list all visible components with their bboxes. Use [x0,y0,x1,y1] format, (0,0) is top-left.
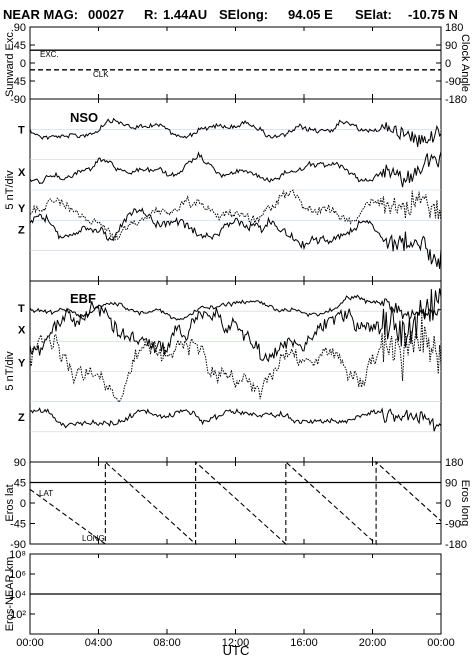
panel4-series-long [29,460,442,546]
panel1-ytick-right-label: 90 [445,40,457,52]
panel1-ytick-right-label: 0 [445,58,451,70]
panel1-yticks-right: 180 90 0 -90 -180 [436,22,467,106]
header-r-label: R: [144,7,158,22]
panel3-trace-label-x: X [18,324,26,336]
panel3-gridlines [30,310,441,433]
panel4-ytick-left-label: -45 [10,519,26,531]
panel1-ytick-left-label: -45 [10,76,26,88]
panel1-ytick-left-label: 45 [14,40,26,52]
x-axis-ticks: 00:00 04:00 08:00 12:00 16:00 20:00 00:00 [16,27,455,649]
panel2-series-t [29,117,442,148]
panel3-series [29,288,442,432]
header-selong-value: 94.05 E [288,7,333,22]
panel4-ytick-right-label: -180 [445,539,467,551]
x-axis-tick-label: 00:00 [16,637,44,649]
panel2-title: NSO [70,110,98,125]
panel3-trace-labels: TX Y Z [18,303,26,424]
panel4-yticks-right: 180 90 0 -90 -180 [436,457,467,551]
panel3-series-z [29,407,442,432]
panel2-gridlines [30,129,441,251]
panel5-ytick-label: 10⁸ [9,549,26,561]
panel3-trace-label-z: Z [18,412,25,424]
x-axis-tick-label: 16:00 [290,637,318,649]
panel4-yticks-left: 90 45 0 -45 -90 [10,457,35,551]
panel2-trace-label-y: Y [18,203,26,215]
panel5-ytick-label: 10² [10,609,26,621]
panel5-ytick-label: 10⁴ [9,589,26,601]
x-axis-tick-label: 20:00 [359,637,387,649]
panel1-frame [29,26,442,100]
panel5-yticks: 10⁸ 10⁶ 10⁴ 10² [9,549,441,621]
x-axis-tick-label: 00:00 [427,637,455,649]
panel2-series [29,117,442,269]
panel1-clk-label: CLK [93,70,109,79]
panel1-yticks-left: 90 45 0 -45 -90 [10,22,35,106]
panel4-ytick-right-label: -90 [445,519,461,531]
panel2-trace-label-x: X [18,167,26,179]
panel4-frame [29,461,442,545]
panel2-trace-label-z: Z [18,224,25,236]
panel5-ylabel: Eros-NEAR km [4,557,16,632]
x-axis-tick-label: 12:00 [222,637,250,649]
panel3-ylabel: 5 nT/div [4,351,16,391]
panel1-ytick-right-label: -90 [445,76,461,88]
panel2-series-z [29,207,442,269]
header-mission: NEAR MAG: [3,7,78,22]
x-axis-tick-label: 08:00 [153,637,181,649]
header-r-value: 1.44AU [163,7,207,22]
panel1-ytick-right-label: 180 [445,22,463,34]
header-selong-label: SElong: [219,7,268,22]
panel4-ytick-left-label: 45 [14,478,26,490]
x-axis-label: UTC [223,643,250,656]
x-axis-tick-label: 04:00 [85,637,113,649]
panel4-ylabel-right: Eros long [459,480,471,526]
panel5-ytick-label: 10⁶ [9,569,26,581]
panel4-ytick-right-label: 0 [445,498,451,510]
panel2-trace-label-t: T [18,124,25,136]
panel4-ylabel-left: Eros lat [4,484,16,521]
panel4-ytick-left-label: 0 [20,498,26,510]
panel1-ytick-right-label: -180 [445,94,467,106]
panel3-series-x [29,288,442,363]
header-file-number: 00027 [88,7,124,22]
panel3-trace-label-y: Y [18,357,26,369]
panel4-ytick-right-label: 180 [445,457,463,469]
panel1-ytick-left-label: -90 [10,94,26,106]
panel4-ytick-left-label: -90 [10,539,26,551]
panel3-title: EBF [70,291,96,306]
panel3-series-t [29,294,442,321]
header-selat-value: -10.75 N [408,7,458,22]
panel4-lat-label: LAT [39,489,53,498]
panel4-ytick-right-label: 90 [445,478,457,490]
panel3-series-y [29,314,442,403]
panel1-ytick-left-label: 90 [14,22,26,34]
panel3-trace-label-t: T [18,303,25,315]
panel1-series [30,49,441,71]
panel2-trace-labels: T X YZ [18,124,26,236]
panel2-ylabel: 5 nT/div [4,170,16,210]
panel4-series [29,460,442,546]
panel4-long-label: LONG [82,534,105,543]
panel4-ytick-left-label: 90 [14,457,26,469]
panel2-series-x [29,151,442,188]
panel1-ylabel-right: Clock Angle [459,34,471,92]
panel1-exc-label: EXC. [40,50,59,59]
panel1-ylabel-left: Sunward Exc. [4,29,16,97]
header-selat-label: SElat: [355,7,392,22]
panel1-ytick-left-label: 0 [20,58,26,70]
